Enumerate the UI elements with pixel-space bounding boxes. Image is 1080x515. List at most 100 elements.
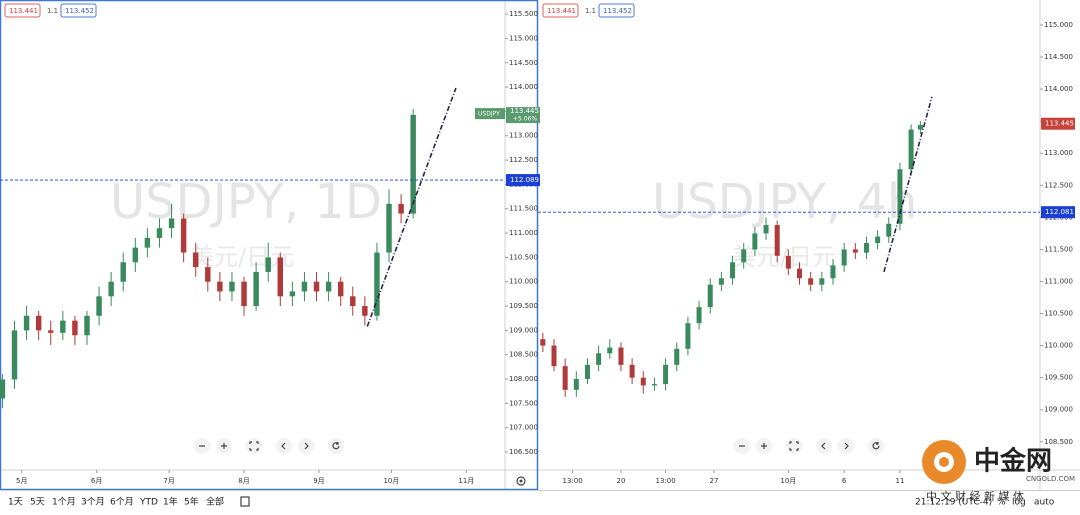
- candle-body: [774, 225, 780, 256]
- nav-button[interactable]: [298, 438, 314, 454]
- nav-button-bg: [246, 438, 262, 454]
- auto-toggle[interactable]: auto: [1034, 498, 1055, 508]
- candle-body: [362, 306, 368, 316]
- candle-body: [205, 267, 211, 282]
- candle-body: [241, 281, 247, 307]
- nav-button-bg: [298, 438, 314, 454]
- candle-body: [663, 364, 669, 385]
- nav-button[interactable]: [786, 438, 802, 454]
- candle-body: [60, 320, 66, 333]
- candle-body: [72, 320, 78, 336]
- range-button[interactable]: 6个月: [110, 497, 134, 508]
- nav-button-bg: [838, 438, 854, 454]
- candle-body: [674, 348, 680, 365]
- candle-body: [886, 223, 892, 237]
- y-tick-label: 108.500: [509, 351, 538, 359]
- logo-tagline: 中 文 财 经 新 媒 体: [926, 489, 1024, 503]
- watermark-subtitle: 美元/日元: [732, 243, 836, 271]
- nav-button-bg: [276, 438, 292, 454]
- last-price-box: [506, 107, 540, 124]
- candle-body: [741, 249, 747, 263]
- compare-icon[interactable]: [240, 496, 250, 507]
- candle-body: [374, 252, 380, 316]
- candle-body: [325, 281, 332, 292]
- candle-body: [48, 330, 54, 333]
- candle-body: [908, 129, 914, 170]
- range-button[interactable]: 全部: [206, 496, 224, 508]
- nav-button[interactable]: [756, 438, 772, 454]
- y-tick-label: 109.500: [1044, 374, 1073, 382]
- range-button[interactable]: 5天: [30, 498, 45, 508]
- x-tick-label: 11: [895, 477, 904, 485]
- log-toggle[interactable]: log: [1012, 498, 1026, 508]
- candle-body: [573, 378, 579, 390]
- active-panel-border: [0, 0, 539, 491]
- nav-icon: [332, 442, 340, 450]
- last-price-box: [1041, 117, 1075, 130]
- candle-body: [289, 291, 296, 297]
- candle-body: [350, 296, 356, 307]
- ask: 113.452: [603, 7, 632, 15]
- nav-button[interactable]: [216, 438, 232, 454]
- y-tick-label: 115.500: [509, 10, 538, 18]
- last-price: 113.445: [1045, 120, 1074, 128]
- change-percent: +5.06%: [513, 116, 537, 123]
- x-tick-label: 6: [842, 477, 847, 485]
- candle-body: [35, 315, 42, 331]
- range-button[interactable]: 5年: [184, 496, 199, 508]
- candle-body: [852, 249, 858, 253]
- candle-body: [229, 281, 235, 292]
- nav-button[interactable]: [276, 438, 292, 454]
- y-tick-label: 112.500: [1044, 181, 1073, 189]
- range-button[interactable]: YTD: [139, 498, 158, 508]
- range-button[interactable]: 3个月: [81, 497, 105, 508]
- candle-body: [168, 218, 175, 229]
- range-button[interactable]: 1天: [8, 498, 23, 508]
- nav-button[interactable]: [246, 438, 262, 454]
- nav-button[interactable]: [328, 438, 344, 454]
- candle-body: [819, 278, 825, 285]
- candle-body: [808, 278, 814, 285]
- candle-body: [897, 169, 903, 224]
- nav-button[interactable]: [734, 438, 750, 454]
- nav-button[interactable]: [868, 438, 884, 454]
- candle-body: [253, 271, 259, 307]
- ask-box: [598, 3, 635, 18]
- nav-button[interactable]: [838, 438, 854, 454]
- spread: 1.1: [585, 7, 596, 15]
- x-tick-label: 27: [709, 477, 718, 485]
- hline-label: 112.089: [510, 176, 539, 184]
- candle-body: [0, 379, 6, 399]
- nav-button[interactable]: [194, 438, 210, 454]
- candle-body: [301, 281, 308, 292]
- candle-body: [11, 330, 18, 380]
- candle-body: [265, 257, 271, 272]
- nav-button[interactable]: [816, 438, 832, 454]
- candle-body: [685, 323, 691, 349]
- ask-box: [60, 3, 97, 18]
- candle-body: [863, 243, 869, 253]
- nav-icon: [304, 442, 309, 450]
- candle-body: [830, 265, 836, 279]
- y-tick-label: 115.000: [1044, 21, 1073, 29]
- settings-icon[interactable]: [516, 476, 526, 486]
- candle-body: [718, 278, 724, 285]
- y-tick-label: 114.000: [509, 83, 538, 91]
- y-tick-label: 112.500: [509, 156, 538, 164]
- nav-button-bg: [786, 438, 802, 454]
- candle-body: [707, 284, 713, 308]
- percent-toggle[interactable]: %: [997, 498, 1006, 508]
- y-tick-label: 113.000: [509, 132, 538, 140]
- x-tick-label: 20: [616, 477, 625, 485]
- candle-body: [651, 384, 657, 386]
- ask: 113.452: [65, 7, 94, 15]
- y-tick-label: 111.500: [1044, 245, 1073, 253]
- y-tick-label: 106.500: [509, 448, 538, 456]
- y-tick-label: 110.000: [1044, 342, 1073, 350]
- chart-layer: 1天 5天 1个月 3个月 6个月 YTD 1年 5年 全部 USDJPY, 1D 美元/日元 106…: [0, 3, 1075, 508]
- range-button[interactable]: 1年: [163, 496, 178, 508]
- candle-body: [120, 262, 126, 282]
- range-button[interactable]: 1个月: [52, 497, 76, 508]
- candle-body: [696, 307, 702, 324]
- y-tick-label: 115.000: [509, 34, 538, 42]
